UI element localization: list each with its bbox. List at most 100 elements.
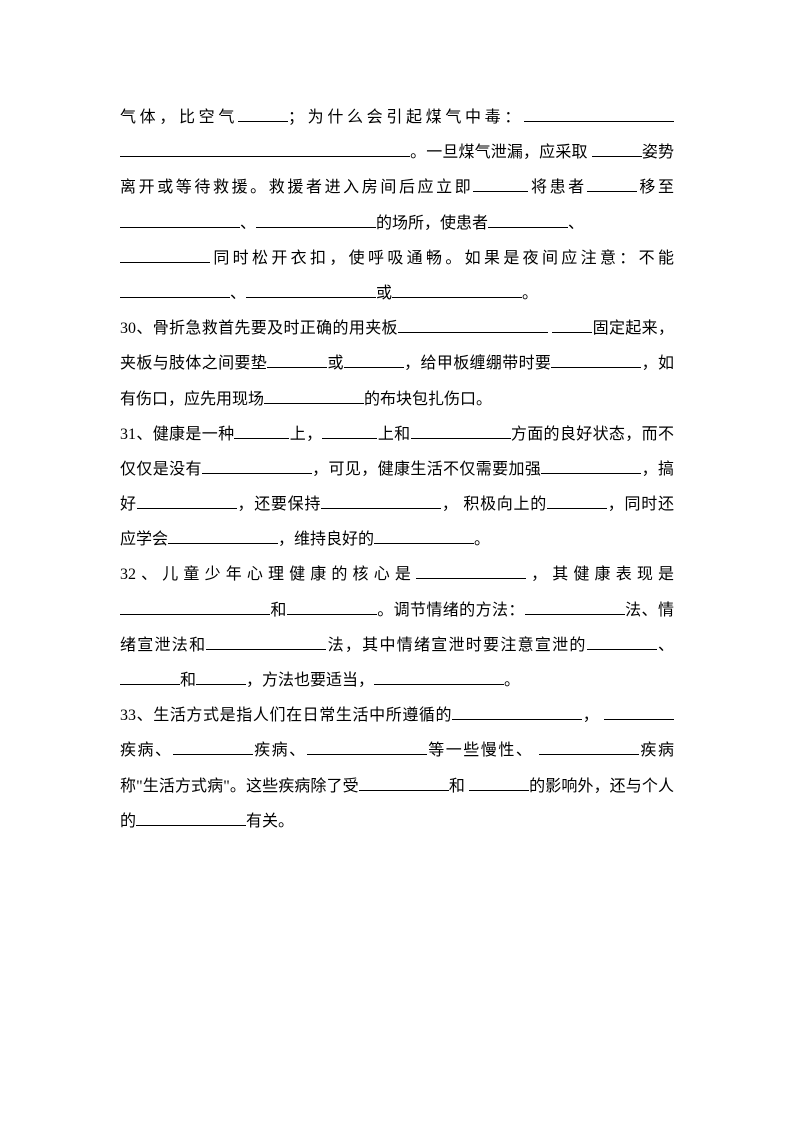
fill-blank[interactable]	[136, 807, 246, 826]
fill-blank[interactable]	[525, 595, 625, 614]
fill-blank[interactable]	[322, 420, 377, 439]
fill-blank[interactable]	[473, 173, 528, 192]
text-run: 和	[449, 778, 465, 795]
text-run: 同时松开衣扣，使呼吸通畅。如果是夜间应注意：不	[210, 250, 658, 267]
text-run: 的布块	[364, 391, 412, 408]
text-run: 疾病、	[253, 742, 307, 759]
fill-blank[interactable]	[392, 279, 522, 298]
text-run: 能	[658, 250, 674, 267]
text-run: 。一旦煤气泄漏，应采取	[410, 144, 588, 161]
text-run: 方面的良好状态，	[511, 426, 642, 443]
text-run: 。	[522, 285, 538, 302]
text-run: 或	[376, 285, 392, 302]
text-run: 、	[568, 215, 584, 232]
fill-blank[interactable]	[120, 244, 210, 263]
text-run: 患者	[550, 179, 587, 196]
text-run: 的场所，使患	[376, 215, 472, 232]
text-block: 气体，比空气；为什么会引起煤气中毒： 。一旦煤气泄漏，应采取 姿势离开或等待救援…	[120, 100, 674, 241]
text-run: 的	[569, 637, 586, 654]
fill-blank[interactable]	[234, 420, 289, 439]
fill-blank[interactable]	[321, 490, 441, 509]
fill-blank[interactable]	[120, 595, 270, 614]
fill-blank[interactable]	[416, 560, 526, 579]
fill-blank[interactable]	[120, 666, 180, 685]
text-run: 法，其中情绪宣泄时要注意宣泄	[326, 637, 569, 654]
text-run: ；为什么会引起煤气中毒：	[288, 109, 524, 126]
fill-blank[interactable]	[238, 103, 288, 122]
fill-blank[interactable]	[551, 349, 641, 368]
text-run: ，其健康表现是	[526, 566, 674, 583]
text-block: 32、儿童少年心理健康的核心是，其健康表现是 和。调节情绪的方法：法、情绪宣泄法…	[120, 557, 674, 698]
fill-blank[interactable]	[604, 701, 674, 720]
fill-blank[interactable]	[120, 208, 240, 227]
fill-blank[interactable]	[120, 138, 410, 157]
fill-blank[interactable]	[196, 666, 246, 685]
fill-blank[interactable]	[267, 349, 327, 368]
text-run: 强	[525, 461, 541, 478]
text-run: 、	[657, 637, 674, 654]
text-block: 33、生活方式是指人们在日常生活中所遵循的， 疾病、疾病、等一些慢性、 疾病称"…	[120, 698, 674, 839]
text-run: 或	[327, 355, 344, 372]
text-run: 的	[358, 531, 374, 548]
fill-blank[interactable]	[168, 525, 278, 544]
fill-blank[interactable]	[307, 736, 427, 755]
fill-blank[interactable]	[592, 138, 642, 157]
text-run: ，可见，健康生活不仅需要加	[312, 461, 525, 478]
fill-blank[interactable]	[587, 631, 657, 650]
text-run: 法、	[625, 602, 658, 619]
fill-blank[interactable]	[552, 314, 592, 333]
text-run: 绷带时要	[486, 355, 551, 372]
text-run: 积极向上的	[463, 496, 547, 513]
fill-blank[interactable]	[398, 314, 548, 333]
document-page: 气体，比空气；为什么会引起煤气中毒： 。一旦煤气泄漏，应采取 姿势离开或等待救援…	[0, 0, 794, 939]
fill-blank[interactable]	[359, 771, 449, 790]
fill-blank[interactable]	[137, 490, 237, 509]
text-run: 上，	[289, 426, 322, 443]
fill-blank[interactable]	[202, 455, 312, 474]
text-run: 30、骨折急救首先要及时正确的用夹板	[120, 320, 398, 337]
text-run: ，方法也要适当，	[246, 672, 374, 689]
fill-blank[interactable]	[469, 771, 529, 790]
text-block: 30、骨折急救首先要及时正确的用夹板 固定起来，夹板与肢体之间要垫或，给甲板缠绷…	[120, 311, 674, 417]
text-run: ，给甲板缠	[404, 355, 486, 372]
fill-blank[interactable]	[547, 490, 607, 509]
fill-blank[interactable]	[287, 595, 377, 614]
fill-blank[interactable]	[524, 103, 674, 122]
text-run: 者	[472, 215, 488, 232]
fill-blank[interactable]	[264, 384, 364, 403]
text-run: 和	[180, 672, 196, 689]
text-run: 和	[270, 602, 287, 619]
text-run: 31、健康是一种	[120, 426, 234, 443]
fill-blank[interactable]	[374, 525, 474, 544]
text-run: 。调节情绪的方法：	[377, 602, 525, 619]
text-run: 气体，比空气	[120, 109, 238, 126]
text-run: 包扎伤口。	[412, 391, 492, 408]
fill-blank[interactable]	[539, 736, 639, 755]
text-run: ，	[441, 496, 458, 513]
fill-blank[interactable]	[452, 701, 582, 720]
fill-blank[interactable]	[173, 736, 253, 755]
text-run: 移至	[637, 179, 674, 196]
text-run: ，还要保持	[237, 496, 321, 513]
fill-blank[interactable]	[246, 279, 376, 298]
text-run: ，维持良好	[278, 531, 358, 548]
text-run: 33、生活方式是指人们在日常生活中所遵循的	[120, 707, 452, 724]
text-run: 、	[240, 215, 256, 232]
text-run: 。	[474, 531, 490, 548]
fill-blank[interactable]	[541, 455, 641, 474]
text-run: 。	[504, 672, 520, 689]
text-run: 将	[528, 179, 549, 196]
fill-blank[interactable]	[344, 349, 404, 368]
text-block: 同时松开衣扣，使呼吸通畅。如果是夜间应注意：不能、或。	[120, 241, 674, 311]
text-run: 等一些慢性、	[427, 742, 534, 759]
text-run: 32、儿童少年心理健康的核心是	[120, 566, 416, 583]
fill-blank[interactable]	[587, 173, 637, 192]
fill-blank[interactable]	[120, 279, 230, 298]
fill-blank[interactable]	[256, 208, 376, 227]
fill-blank[interactable]	[374, 666, 504, 685]
fill-blank[interactable]	[206, 631, 326, 650]
fill-blank[interactable]	[488, 208, 568, 227]
fill-blank[interactable]	[411, 420, 511, 439]
text-run: 有关。	[246, 813, 294, 830]
text-run: ，	[582, 707, 599, 724]
